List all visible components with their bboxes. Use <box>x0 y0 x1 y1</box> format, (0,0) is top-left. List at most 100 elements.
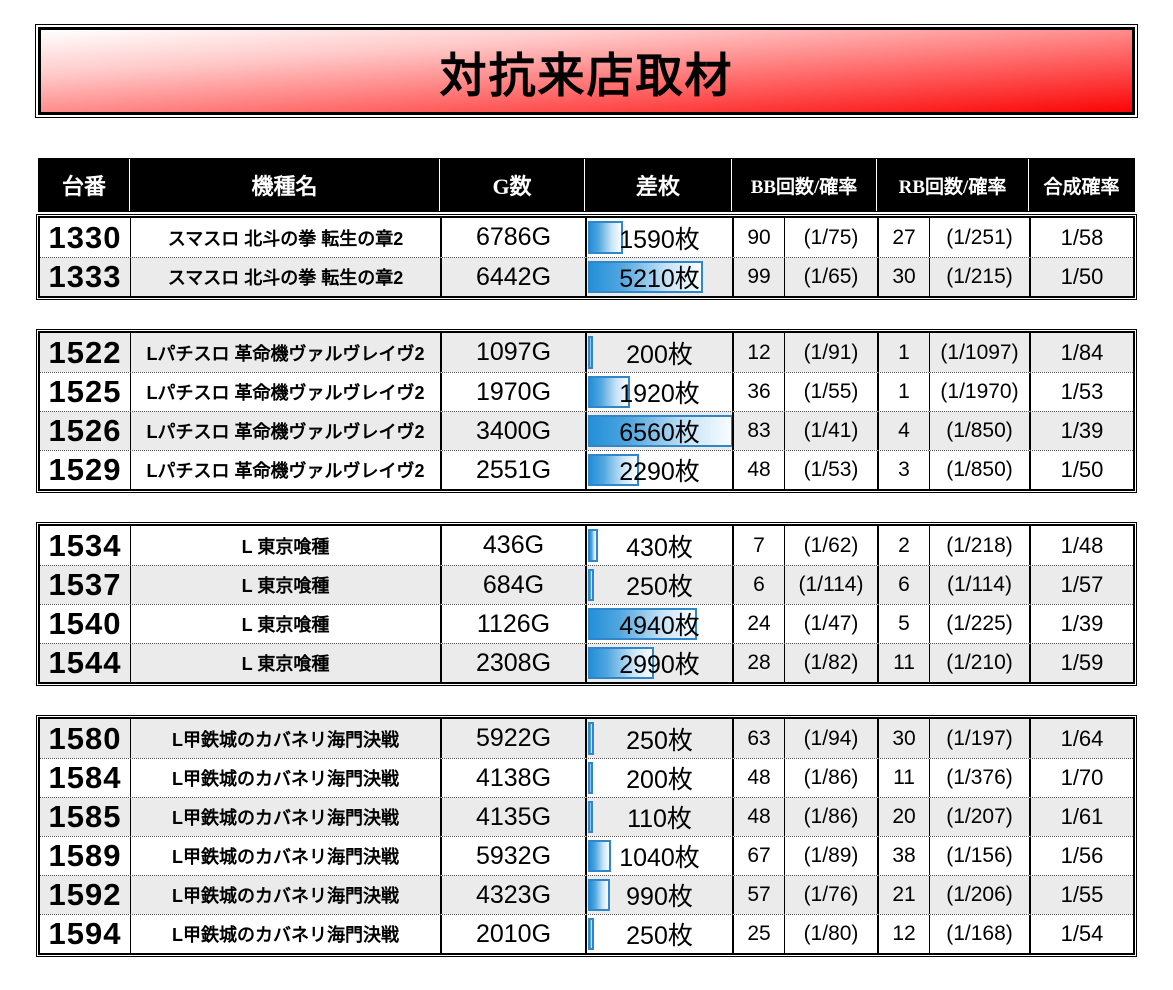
bb-rate-cell: (1/55) <box>784 373 877 411</box>
diff-medals: 200枚 <box>626 766 693 794</box>
bb-rate-cell: (1/89) <box>784 837 877 875</box>
bb-count: 25 <box>747 922 771 945</box>
combined-rate-cell: 1/50 <box>1029 258 1133 296</box>
rb-count: 21 <box>892 883 916 906</box>
rb-count: 1 <box>898 340 910 364</box>
bb-count-cell: 48 <box>732 759 784 797</box>
bb-rate-cell: (1/76) <box>784 876 877 914</box>
bb-rate: (1/53) <box>803 458 859 481</box>
machine-group-valvrave: 1522 Lパチスロ 革命機ヴァルヴレイヴ2 1097G 200枚 12 (1/… <box>36 329 1137 493</box>
rb-count: 30 <box>892 726 916 750</box>
model-name-cell: Lパチスロ 革命機ヴァルヴレイヴ2 <box>130 451 440 489</box>
machine-number-cell: 1330 <box>40 218 130 257</box>
model-name-cell: L甲鉄城のカバネリ海門決戦 <box>130 837 440 875</box>
rb-rate-cell: (1/197) <box>929 719 1029 758</box>
diff-medals-cell: 110枚 <box>585 798 732 836</box>
rb-count-cell: 20 <box>877 798 929 836</box>
rb-rate-cell: (1/225) <box>929 605 1029 643</box>
diff-medals-cell: 1590枚 <box>585 218 732 257</box>
rb-count: 5 <box>898 612 910 635</box>
diff-data-bar <box>588 261 704 293</box>
model-name: L 東京喰種 <box>241 576 330 596</box>
machine-number-cell: 1544 <box>40 644 130 682</box>
combined-rate: 1/64 <box>1060 725 1104 751</box>
game-count: 5932G <box>475 841 552 870</box>
combined-rate-cell: 1/61 <box>1029 798 1133 836</box>
bb-rate: (1/65) <box>803 265 859 288</box>
model-name: スマスロ 北斗の拳 転生の章2 <box>167 268 404 288</box>
model-name-cell: L甲鉄城のカバネリ海門決戦 <box>130 876 440 914</box>
rb-rate: (1/850) <box>946 419 1013 442</box>
model-name-cell: Lパチスロ 革命機ヴァルヴレイヴ2 <box>130 333 440 372</box>
diff-medals: 990枚 <box>626 883 693 911</box>
combined-rate-cell: 1/59 <box>1029 644 1133 682</box>
table-row: 1544 L 東京喰種 2308G 2990枚 28 (1/82) 11 (1/… <box>40 643 1133 682</box>
bb-count-cell: 67 <box>732 837 784 875</box>
bb-count-cell: 7 <box>732 526 784 565</box>
bb-count: 48 <box>747 766 771 789</box>
rb-rate-cell: (1/114) <box>929 566 1029 604</box>
rb-count: 1 <box>898 380 910 403</box>
model-name: L甲鉄城のカバネリ海門決戦 <box>172 886 399 906</box>
combined-rate: 1/58 <box>1060 224 1104 250</box>
model-name-cell: L甲鉄城のカバネリ海門決戦 <box>130 798 440 836</box>
machine-number-cell: 1525 <box>40 373 130 411</box>
header-game-count: G数 <box>439 159 584 211</box>
bb-count: 83 <box>747 419 771 442</box>
combined-rate: 1/53 <box>1060 379 1104 404</box>
machine-number-cell: 1580 <box>40 719 130 758</box>
bb-count-cell: 57 <box>732 876 784 914</box>
combined-rate-cell: 1/50 <box>1029 451 1133 489</box>
rb-count-cell: 1 <box>877 373 929 411</box>
machine-number: 1526 <box>48 413 122 448</box>
machine-group-hokuto: 1330 スマスロ 北斗の拳 転生の章2 6786G 1590枚 90 (1/7… <box>36 214 1137 300</box>
diff-data-bar <box>588 722 594 755</box>
combined-rate-cell: 1/57 <box>1029 566 1133 604</box>
table-row: 1333 スマスロ 北斗の拳 転生の章2 6442G 5210枚 99 (1/6… <box>40 257 1133 296</box>
bb-rate-cell: (1/62) <box>784 526 877 565</box>
game-count-cell: 4135G <box>440 798 585 836</box>
combined-rate: 1/59 <box>1060 650 1104 675</box>
rb-count-cell: 27 <box>877 218 929 257</box>
combined-rate-cell: 1/58 <box>1029 218 1133 257</box>
diff-data-bar <box>588 918 594 950</box>
bb-count-cell: 48 <box>732 798 784 836</box>
rb-rate: (1/156) <box>946 844 1013 867</box>
game-count: 1126G <box>476 609 551 638</box>
machine-number-cell: 1333 <box>40 258 130 296</box>
combined-rate: 1/54 <box>1060 921 1104 946</box>
rb-count-cell: 3 <box>877 451 929 489</box>
model-name: L 東京喰種 <box>241 536 330 557</box>
bb-count-cell: 99 <box>732 258 784 296</box>
bb-count: 28 <box>747 651 771 674</box>
combined-rate: 1/61 <box>1060 804 1104 829</box>
model-name: Lパチスロ 革命機ヴァルヴレイヴ2 <box>146 343 425 364</box>
diff-medals-cell: 5210枚 <box>585 258 732 296</box>
model-name: L 東京喰種 <box>241 615 330 635</box>
bb-count: 48 <box>747 458 771 481</box>
rb-rate-cell: (1/206) <box>929 876 1029 914</box>
rb-rate-cell: (1/168) <box>929 915 1029 953</box>
bb-rate-cell: (1/53) <box>784 451 877 489</box>
table-row: 1594 L甲鉄城のカバネリ海門決戦 2010G 250枚 25 (1/80) … <box>40 914 1133 953</box>
table-row: 1330 スマスロ 北斗の拳 転生の章2 6786G 1590枚 90 (1/7… <box>40 218 1133 257</box>
game-count: 436G <box>482 531 545 559</box>
bb-rate-cell: (1/41) <box>784 412 877 450</box>
bb-count-cell: 25 <box>732 915 784 953</box>
diff-medals-cell: 250枚 <box>585 719 732 758</box>
bb-rate: (1/41) <box>803 419 859 442</box>
rb-rate-cell: (1/207) <box>929 798 1029 836</box>
rb-rate-cell: (1/251) <box>929 218 1029 257</box>
table-row: 1585 L甲鉄城のカバネリ海門決戦 4135G 110枚 48 (1/86) … <box>40 797 1133 836</box>
rb-count: 4 <box>898 419 910 442</box>
combined-rate: 1/39 <box>1060 611 1104 636</box>
diff-medals-cell: 4940枚 <box>585 605 732 643</box>
diff-medals: 5210枚 <box>619 265 700 293</box>
bb-count: 90 <box>747 225 771 249</box>
game-count-cell: 3400G <box>440 412 585 450</box>
game-count-cell: 436G <box>440 526 585 565</box>
game-count-cell: 2551G <box>440 451 585 489</box>
diff-medals-cell: 200枚 <box>585 759 732 797</box>
game-count-cell: 5922G <box>440 719 585 758</box>
diff-medals-cell: 2990枚 <box>585 644 732 682</box>
